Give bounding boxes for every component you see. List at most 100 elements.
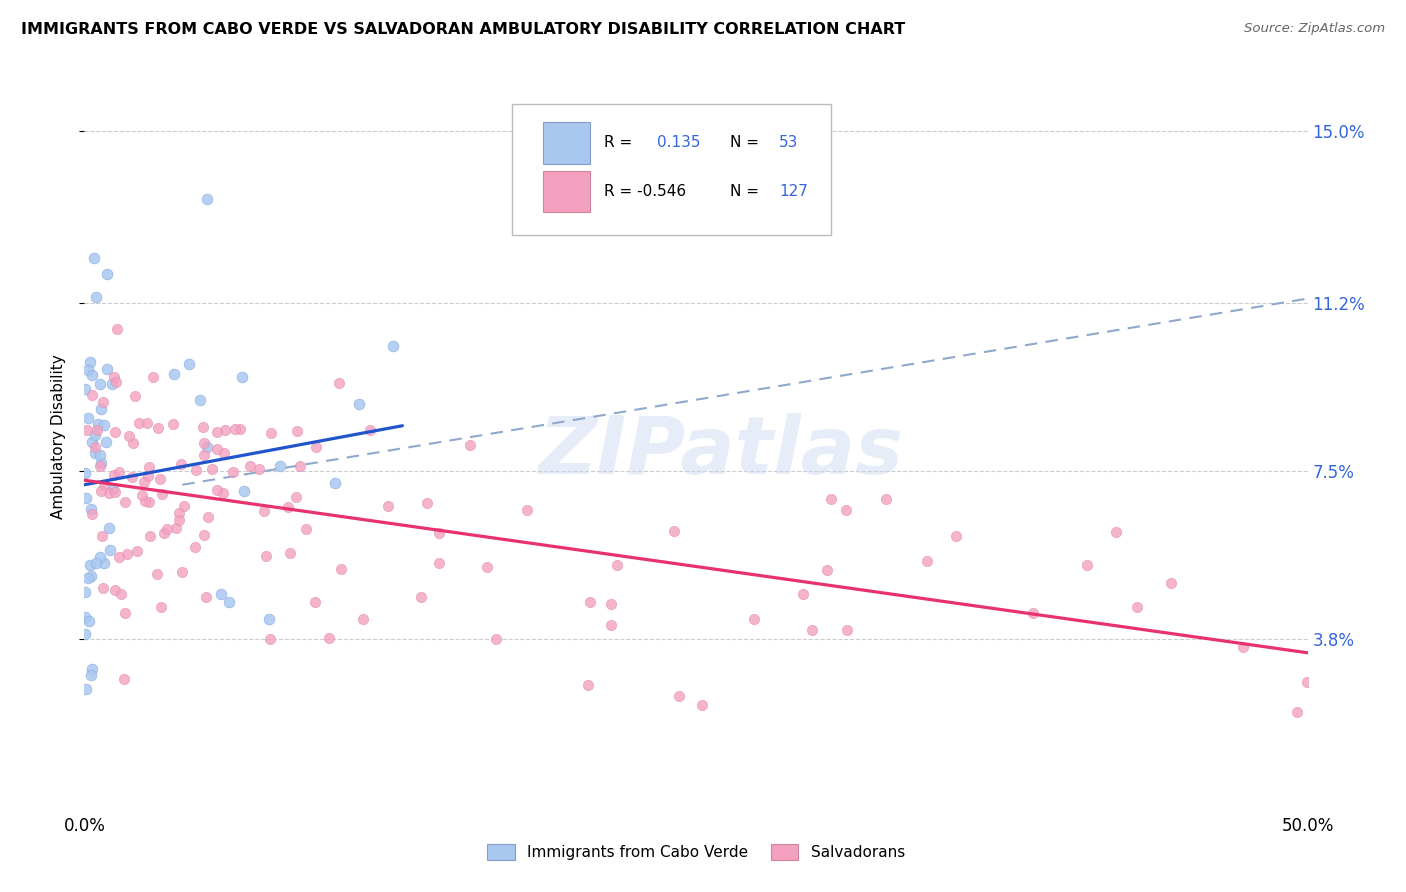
Point xyxy=(76,423,98,437)
Point xyxy=(108,550,131,565)
Point xyxy=(1126,599,1149,614)
Point xyxy=(90,484,112,499)
Point xyxy=(212,445,235,459)
Point xyxy=(1076,558,1098,573)
Point xyxy=(97,521,120,535)
Point xyxy=(84,428,107,442)
Text: R =: R = xyxy=(605,136,637,151)
Text: N =: N = xyxy=(730,184,763,199)
Point xyxy=(136,417,159,431)
Point xyxy=(121,470,143,484)
Point xyxy=(193,528,215,542)
Point xyxy=(73,610,96,624)
Point xyxy=(89,459,111,474)
Point xyxy=(110,587,132,601)
Text: 0.135: 0.135 xyxy=(657,136,700,151)
Point xyxy=(75,627,97,641)
Point xyxy=(801,623,824,637)
Point xyxy=(224,422,246,436)
Point xyxy=(280,546,302,560)
Point xyxy=(290,458,312,473)
Point xyxy=(835,503,858,517)
Point xyxy=(875,491,897,506)
Point xyxy=(205,442,228,457)
Point xyxy=(142,370,165,384)
Point xyxy=(411,591,433,605)
Point xyxy=(352,612,374,626)
Point xyxy=(163,368,186,382)
Point xyxy=(103,467,125,482)
Point xyxy=(477,560,499,574)
Point xyxy=(90,401,112,416)
Point xyxy=(259,632,281,646)
Point xyxy=(75,466,97,480)
Point xyxy=(114,495,136,509)
Point xyxy=(186,463,208,477)
Point xyxy=(218,595,240,609)
Point xyxy=(1232,640,1254,655)
Point xyxy=(128,416,150,430)
Point xyxy=(1105,524,1128,539)
Point xyxy=(269,458,291,473)
Point xyxy=(86,423,108,437)
Point xyxy=(285,424,308,438)
Point xyxy=(257,612,280,626)
Point xyxy=(231,369,253,384)
Point xyxy=(576,678,599,692)
Point xyxy=(207,483,229,498)
Point xyxy=(194,590,217,604)
Point xyxy=(90,529,112,543)
Point xyxy=(76,410,98,425)
Legend: Immigrants from Cabo Verde, Salvadorans: Immigrants from Cabo Verde, Salvadorans xyxy=(479,837,912,868)
Y-axis label: Ambulatory Disability: Ambulatory Disability xyxy=(51,355,66,519)
Point xyxy=(152,526,174,541)
Point xyxy=(305,440,328,454)
Point xyxy=(96,435,118,450)
Point xyxy=(150,487,173,501)
Point xyxy=(191,420,214,434)
Point xyxy=(149,471,172,485)
Point xyxy=(105,322,128,336)
Point xyxy=(83,440,105,454)
Point xyxy=(458,437,481,451)
Point xyxy=(427,526,450,541)
Point xyxy=(89,549,111,564)
Point xyxy=(323,475,346,490)
Point xyxy=(156,522,179,536)
Point xyxy=(173,499,195,513)
Point xyxy=(295,522,318,536)
Point xyxy=(329,562,352,576)
Point xyxy=(93,556,115,570)
Text: N =: N = xyxy=(730,136,763,151)
Point xyxy=(90,456,112,470)
Point xyxy=(484,632,506,646)
Point xyxy=(89,448,111,462)
Point xyxy=(606,558,628,573)
Point xyxy=(86,556,108,570)
Point xyxy=(209,587,232,601)
Point xyxy=(184,540,207,554)
Point xyxy=(427,556,450,570)
Text: R = -0.546: R = -0.546 xyxy=(605,184,686,199)
Point xyxy=(105,375,128,389)
Point xyxy=(98,542,121,557)
Point xyxy=(104,485,127,500)
Point xyxy=(84,290,107,304)
Text: ZIPatlas: ZIPatlas xyxy=(538,413,903,491)
Point xyxy=(80,502,103,516)
Point xyxy=(138,495,160,509)
Point xyxy=(115,547,138,561)
Point xyxy=(668,689,690,703)
Point xyxy=(247,462,270,476)
Point xyxy=(359,423,381,437)
Point xyxy=(77,363,100,377)
Point xyxy=(93,477,115,491)
Point xyxy=(792,587,814,601)
Point xyxy=(146,566,169,581)
Point xyxy=(815,563,838,577)
Point xyxy=(82,368,104,383)
Point xyxy=(304,595,326,609)
Point xyxy=(77,614,100,628)
Point xyxy=(87,417,110,431)
Point xyxy=(229,422,252,436)
